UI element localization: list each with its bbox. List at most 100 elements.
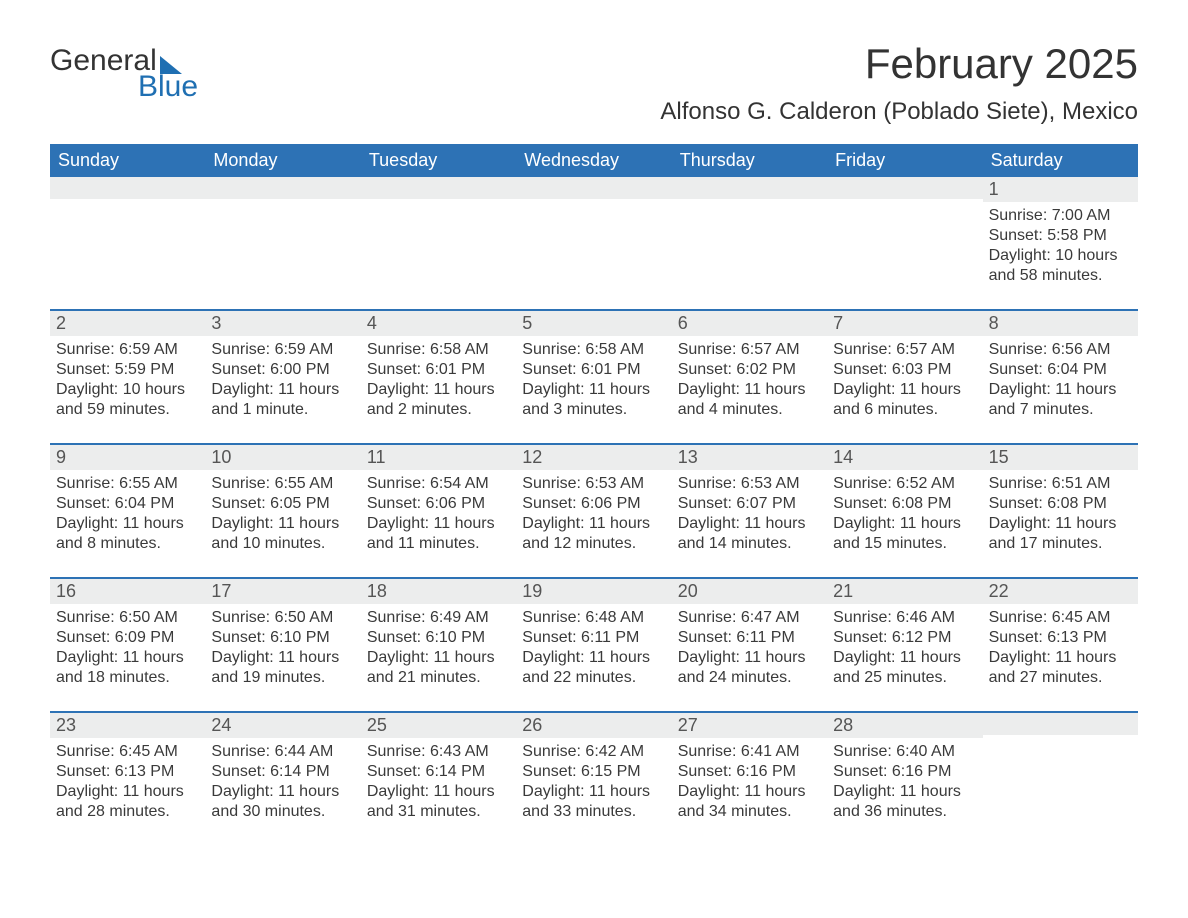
day-details: Sunrise: 6:55 AMSunset: 6:05 PMDaylight:… <box>205 470 360 562</box>
day-details: Sunrise: 6:53 AMSunset: 6:06 PMDaylight:… <box>516 470 671 562</box>
empty-cell <box>361 177 516 309</box>
day-name: Wednesday <box>516 144 671 177</box>
day-details: Sunrise: 6:46 AMSunset: 6:12 PMDaylight:… <box>827 604 982 696</box>
sunset-text: Sunset: 6:06 PM <box>367 494 510 514</box>
day-number: 26 <box>516 713 671 738</box>
daylight-text: Daylight: 11 hours and 14 minutes. <box>678 514 821 554</box>
day-cell: 10Sunrise: 6:55 AMSunset: 6:05 PMDayligh… <box>205 445 360 577</box>
header: General Blue February 2025 Alfonso G. Ca… <box>50 40 1138 126</box>
sunset-text: Sunset: 6:03 PM <box>833 360 976 380</box>
day-cell: 15Sunrise: 6:51 AMSunset: 6:08 PMDayligh… <box>983 445 1138 577</box>
day-details: Sunrise: 6:58 AMSunset: 6:01 PMDaylight:… <box>361 336 516 428</box>
day-details: Sunrise: 6:57 AMSunset: 6:02 PMDaylight:… <box>672 336 827 428</box>
sunrise-text: Sunrise: 6:59 AM <box>56 340 199 360</box>
sunset-text: Sunset: 5:58 PM <box>989 226 1132 246</box>
day-number: 10 <box>205 445 360 470</box>
sunset-text: Sunset: 6:04 PM <box>989 360 1132 380</box>
daylight-text: Daylight: 11 hours and 22 minutes. <box>522 648 665 688</box>
day-details: Sunrise: 6:59 AMSunset: 5:59 PMDaylight:… <box>50 336 205 428</box>
day-name: Sunday <box>50 144 205 177</box>
day-cell: 12Sunrise: 6:53 AMSunset: 6:06 PMDayligh… <box>516 445 671 577</box>
empty-cell <box>983 713 1138 845</box>
sunrise-text: Sunrise: 6:55 AM <box>211 474 354 494</box>
daylight-text: Daylight: 11 hours and 27 minutes. <box>989 648 1132 688</box>
day-cell: 18Sunrise: 6:49 AMSunset: 6:10 PMDayligh… <box>361 579 516 711</box>
sunset-text: Sunset: 6:09 PM <box>56 628 199 648</box>
sunrise-text: Sunrise: 6:43 AM <box>367 742 510 762</box>
day-cell: 25Sunrise: 6:43 AMSunset: 6:14 PMDayligh… <box>361 713 516 845</box>
sunrise-text: Sunrise: 6:54 AM <box>367 474 510 494</box>
day-cell: 26Sunrise: 6:42 AMSunset: 6:15 PMDayligh… <box>516 713 671 845</box>
day-details: Sunrise: 6:51 AMSunset: 6:08 PMDaylight:… <box>983 470 1138 562</box>
day-cell: 24Sunrise: 6:44 AMSunset: 6:14 PMDayligh… <box>205 713 360 845</box>
daylight-text: Daylight: 11 hours and 15 minutes. <box>833 514 976 554</box>
day-cell: 5Sunrise: 6:58 AMSunset: 6:01 PMDaylight… <box>516 311 671 443</box>
daylight-text: Daylight: 11 hours and 17 minutes. <box>989 514 1132 554</box>
sunrise-text: Sunrise: 6:49 AM <box>367 608 510 628</box>
day-details: Sunrise: 6:56 AMSunset: 6:04 PMDaylight:… <box>983 336 1138 428</box>
daylight-text: Daylight: 10 hours and 58 minutes. <box>989 246 1132 286</box>
month-title: February 2025 <box>660 40 1138 88</box>
daylight-text: Daylight: 11 hours and 28 minutes. <box>56 782 199 822</box>
title-block: February 2025 Alfonso G. Calderon (Pobla… <box>660 40 1138 126</box>
day-number: 3 <box>205 311 360 336</box>
sunset-text: Sunset: 6:05 PM <box>211 494 354 514</box>
daylight-text: Daylight: 11 hours and 2 minutes. <box>367 380 510 420</box>
day-cell: 4Sunrise: 6:58 AMSunset: 6:01 PMDaylight… <box>361 311 516 443</box>
day-number <box>827 177 982 199</box>
sunrise-text: Sunrise: 6:40 AM <box>833 742 976 762</box>
sunset-text: Sunset: 6:00 PM <box>211 360 354 380</box>
sunset-text: Sunset: 6:01 PM <box>522 360 665 380</box>
sunrise-text: Sunrise: 6:48 AM <box>522 608 665 628</box>
sunrise-text: Sunrise: 6:44 AM <box>211 742 354 762</box>
day-number: 4 <box>361 311 516 336</box>
sunset-text: Sunset: 6:02 PM <box>678 360 821 380</box>
empty-cell <box>205 177 360 309</box>
day-number: 5 <box>516 311 671 336</box>
day-number <box>516 177 671 199</box>
day-cell: 14Sunrise: 6:52 AMSunset: 6:08 PMDayligh… <box>827 445 982 577</box>
day-number: 28 <box>827 713 982 738</box>
sunrise-text: Sunrise: 6:50 AM <box>211 608 354 628</box>
day-number: 23 <box>50 713 205 738</box>
sunrise-text: Sunrise: 6:53 AM <box>522 474 665 494</box>
day-number <box>672 177 827 199</box>
sunset-text: Sunset: 5:59 PM <box>56 360 199 380</box>
day-cell: 1Sunrise: 7:00 AMSunset: 5:58 PMDaylight… <box>983 177 1138 309</box>
sunset-text: Sunset: 6:13 PM <box>56 762 199 782</box>
sunrise-text: Sunrise: 6:56 AM <box>989 340 1132 360</box>
day-details: Sunrise: 6:45 AMSunset: 6:13 PMDaylight:… <box>983 604 1138 696</box>
day-name: Thursday <box>672 144 827 177</box>
sunset-text: Sunset: 6:01 PM <box>367 360 510 380</box>
day-number: 9 <box>50 445 205 470</box>
day-details: Sunrise: 6:45 AMSunset: 6:13 PMDaylight:… <box>50 738 205 830</box>
sunrise-text: Sunrise: 6:52 AM <box>833 474 976 494</box>
empty-cell <box>827 177 982 309</box>
day-details: Sunrise: 6:53 AMSunset: 6:07 PMDaylight:… <box>672 470 827 562</box>
day-details: Sunrise: 6:59 AMSunset: 6:00 PMDaylight:… <box>205 336 360 428</box>
daylight-text: Daylight: 11 hours and 19 minutes. <box>211 648 354 688</box>
day-details: Sunrise: 6:52 AMSunset: 6:08 PMDaylight:… <box>827 470 982 562</box>
sunset-text: Sunset: 6:11 PM <box>678 628 821 648</box>
day-cell: 2Sunrise: 6:59 AMSunset: 5:59 PMDaylight… <box>50 311 205 443</box>
daylight-text: Daylight: 11 hours and 21 minutes. <box>367 648 510 688</box>
daylight-text: Daylight: 11 hours and 3 minutes. <box>522 380 665 420</box>
daylight-text: Daylight: 11 hours and 10 minutes. <box>211 514 354 554</box>
daylight-text: Daylight: 11 hours and 6 minutes. <box>833 380 976 420</box>
day-details: Sunrise: 6:58 AMSunset: 6:01 PMDaylight:… <box>516 336 671 428</box>
day-details: Sunrise: 6:50 AMSunset: 6:10 PMDaylight:… <box>205 604 360 696</box>
daylight-text: Daylight: 11 hours and 24 minutes. <box>678 648 821 688</box>
empty-cell <box>516 177 671 309</box>
daylight-text: Daylight: 11 hours and 34 minutes. <box>678 782 821 822</box>
daylight-text: Daylight: 11 hours and 1 minute. <box>211 380 354 420</box>
day-number: 16 <box>50 579 205 604</box>
day-details: Sunrise: 6:55 AMSunset: 6:04 PMDaylight:… <box>50 470 205 562</box>
daylight-text: Daylight: 11 hours and 33 minutes. <box>522 782 665 822</box>
day-details: Sunrise: 6:47 AMSunset: 6:11 PMDaylight:… <box>672 604 827 696</box>
sunset-text: Sunset: 6:13 PM <box>989 628 1132 648</box>
day-details: Sunrise: 6:42 AMSunset: 6:15 PMDaylight:… <box>516 738 671 830</box>
day-name: Monday <box>205 144 360 177</box>
day-number: 20 <box>672 579 827 604</box>
day-cell: 20Sunrise: 6:47 AMSunset: 6:11 PMDayligh… <box>672 579 827 711</box>
daylight-text: Daylight: 11 hours and 7 minutes. <box>989 380 1132 420</box>
